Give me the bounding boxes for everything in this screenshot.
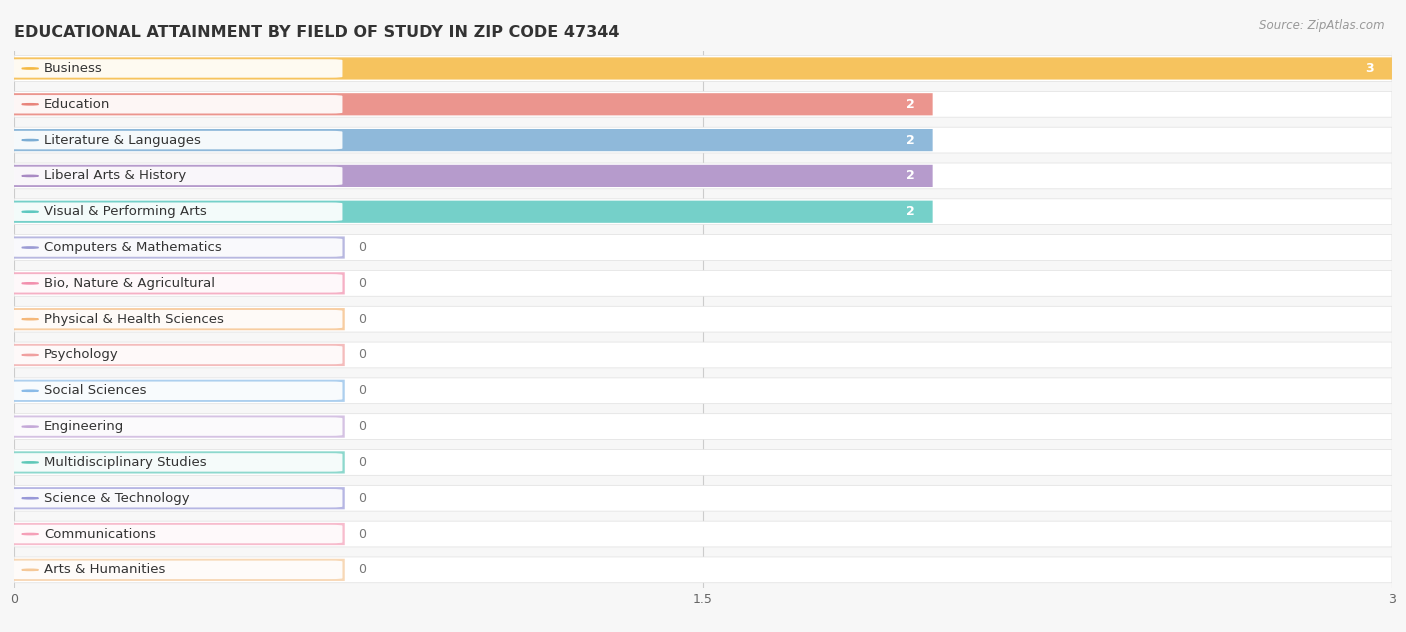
FancyBboxPatch shape	[14, 523, 344, 545]
Text: 2: 2	[905, 169, 914, 183]
Circle shape	[22, 533, 38, 535]
Text: 0: 0	[359, 313, 367, 325]
Text: 0: 0	[359, 384, 367, 398]
FancyBboxPatch shape	[14, 199, 1392, 224]
FancyBboxPatch shape	[14, 485, 1392, 511]
Text: EDUCATIONAL ATTAINMENT BY FIELD OF STUDY IN ZIP CODE 47344: EDUCATIONAL ATTAINMENT BY FIELD OF STUDY…	[14, 25, 620, 40]
Text: 2: 2	[905, 98, 914, 111]
FancyBboxPatch shape	[7, 238, 343, 257]
FancyBboxPatch shape	[7, 310, 343, 329]
Text: Computers & Mathematics: Computers & Mathematics	[44, 241, 222, 254]
FancyBboxPatch shape	[14, 200, 932, 223]
FancyBboxPatch shape	[14, 56, 1392, 82]
Text: Education: Education	[44, 98, 110, 111]
Circle shape	[22, 569, 38, 571]
Circle shape	[22, 68, 38, 69]
Text: 0: 0	[359, 528, 367, 540]
FancyBboxPatch shape	[14, 559, 344, 581]
FancyBboxPatch shape	[7, 59, 343, 78]
FancyBboxPatch shape	[14, 163, 1392, 189]
Text: 3: 3	[1365, 62, 1374, 75]
Text: Arts & Humanities: Arts & Humanities	[44, 563, 166, 576]
FancyBboxPatch shape	[14, 344, 344, 366]
Text: Literature & Languages: Literature & Languages	[44, 133, 201, 147]
FancyBboxPatch shape	[14, 449, 1392, 475]
Circle shape	[22, 426, 38, 427]
FancyBboxPatch shape	[7, 274, 343, 293]
FancyBboxPatch shape	[14, 129, 932, 151]
FancyBboxPatch shape	[14, 308, 344, 331]
Text: Source: ZipAtlas.com: Source: ZipAtlas.com	[1260, 19, 1385, 32]
Text: 0: 0	[359, 456, 367, 469]
Text: Multidisciplinary Studies: Multidisciplinary Studies	[44, 456, 207, 469]
Text: Liberal Arts & History: Liberal Arts & History	[44, 169, 186, 183]
Text: 2: 2	[905, 133, 914, 147]
Text: 0: 0	[359, 277, 367, 290]
FancyBboxPatch shape	[14, 487, 344, 509]
Text: 0: 0	[359, 420, 367, 433]
Text: Engineering: Engineering	[44, 420, 124, 433]
Circle shape	[22, 355, 38, 356]
Text: Physical & Health Sciences: Physical & Health Sciences	[44, 313, 224, 325]
Text: 2: 2	[905, 205, 914, 218]
Text: 0: 0	[359, 241, 367, 254]
Circle shape	[22, 211, 38, 212]
Text: Business: Business	[44, 62, 103, 75]
Text: 0: 0	[359, 348, 367, 362]
FancyBboxPatch shape	[14, 234, 1392, 260]
FancyBboxPatch shape	[14, 415, 344, 438]
Text: 0: 0	[359, 492, 367, 505]
Circle shape	[22, 247, 38, 248]
Circle shape	[22, 104, 38, 105]
FancyBboxPatch shape	[14, 127, 1392, 153]
FancyBboxPatch shape	[14, 272, 344, 295]
FancyBboxPatch shape	[14, 270, 1392, 296]
FancyBboxPatch shape	[14, 342, 1392, 368]
FancyBboxPatch shape	[7, 525, 343, 544]
Text: Science & Technology: Science & Technology	[44, 492, 190, 505]
Circle shape	[22, 283, 38, 284]
Text: 0: 0	[359, 563, 367, 576]
FancyBboxPatch shape	[14, 521, 1392, 547]
FancyBboxPatch shape	[7, 453, 343, 471]
FancyBboxPatch shape	[14, 414, 1392, 439]
FancyBboxPatch shape	[14, 92, 1392, 117]
Circle shape	[22, 497, 38, 499]
FancyBboxPatch shape	[14, 307, 1392, 332]
Circle shape	[22, 175, 38, 176]
Text: Communications: Communications	[44, 528, 156, 540]
FancyBboxPatch shape	[14, 165, 932, 187]
FancyBboxPatch shape	[7, 382, 343, 400]
FancyBboxPatch shape	[14, 557, 1392, 583]
FancyBboxPatch shape	[7, 417, 343, 436]
FancyBboxPatch shape	[14, 378, 1392, 404]
FancyBboxPatch shape	[7, 167, 343, 185]
FancyBboxPatch shape	[14, 236, 344, 258]
FancyBboxPatch shape	[7, 346, 343, 364]
Circle shape	[22, 390, 38, 391]
FancyBboxPatch shape	[7, 489, 343, 507]
FancyBboxPatch shape	[7, 202, 343, 221]
FancyBboxPatch shape	[7, 95, 343, 114]
Circle shape	[22, 140, 38, 141]
FancyBboxPatch shape	[14, 451, 344, 473]
Text: Social Sciences: Social Sciences	[44, 384, 146, 398]
Circle shape	[22, 462, 38, 463]
Text: Bio, Nature & Agricultural: Bio, Nature & Agricultural	[44, 277, 215, 290]
FancyBboxPatch shape	[14, 380, 344, 402]
Text: Psychology: Psychology	[44, 348, 118, 362]
FancyBboxPatch shape	[7, 131, 343, 149]
Text: Visual & Performing Arts: Visual & Performing Arts	[44, 205, 207, 218]
FancyBboxPatch shape	[7, 561, 343, 579]
FancyBboxPatch shape	[14, 93, 932, 116]
FancyBboxPatch shape	[14, 58, 1392, 80]
Circle shape	[22, 319, 38, 320]
